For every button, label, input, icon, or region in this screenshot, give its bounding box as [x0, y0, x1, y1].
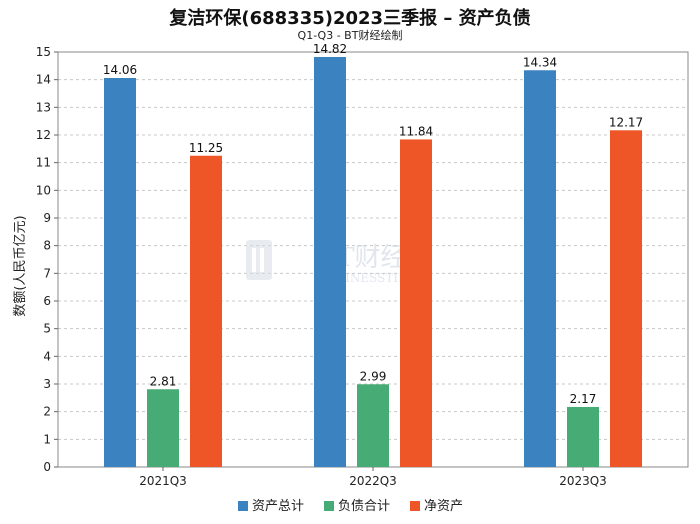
bars [104, 56, 642, 468]
x-tick-label: 2022Q3 [349, 474, 397, 488]
legend-label: 净资产 [424, 499, 463, 514]
y-tick-label: 2 [43, 405, 51, 419]
y-tick-label: 12 [36, 128, 51, 142]
y-tick-label: 10 [36, 183, 51, 197]
y-tick-label: 11 [36, 156, 51, 170]
data-label: 2.81 [150, 374, 177, 388]
y-tick-label: 3 [43, 377, 51, 391]
data-label: 11.25 [189, 141, 223, 155]
chart-title: 复洁环保(688335)2023三季报 – 资产负债 [169, 8, 531, 29]
y-tick-label: 1 [43, 432, 51, 446]
x-tick-label: 2023Q3 [559, 474, 607, 488]
chart-subtitle: Q1-Q3 - BT财经绘制 [297, 29, 403, 42]
y-tick-label: 6 [43, 294, 51, 308]
y-tick-label: 9 [43, 211, 51, 225]
y-tick-label: 7 [43, 266, 51, 280]
legend-label: 资产总计 [252, 499, 304, 514]
data-label: 14.06 [103, 63, 137, 77]
y-tick-label: 0 [43, 460, 51, 474]
bar-2021Q3-2 [190, 155, 222, 467]
data-label: 14.82 [313, 42, 347, 56]
y-tick-label: 5 [43, 322, 51, 336]
data-label: 2.17 [570, 392, 597, 406]
y-tick-label: 8 [43, 239, 51, 253]
legend-swatch [238, 501, 248, 511]
y-tick-label: 14 [36, 73, 51, 87]
bar-2023Q3-2 [610, 130, 642, 467]
data-labels: 14.06 2.81 11.25 14.82 2.99 11.84 14.34 2.17 12.… [103, 42, 643, 406]
bar-2021Q3-0 [104, 78, 136, 468]
data-label: 2.99 [360, 369, 387, 383]
legend-label: 负债合计 [338, 499, 390, 514]
data-label: 14.34 [523, 55, 557, 69]
y-tick-label: 15 [36, 45, 51, 59]
bar-2023Q3-1 [567, 406, 599, 467]
y-axis-label: 数额(人民币亿元) [13, 215, 28, 316]
watermark-logo [246, 240, 272, 280]
legend: 资产总计 负债合计 净资产 [238, 499, 463, 514]
bar-2023Q3-0 [524, 70, 556, 467]
bar-2021Q3-1 [147, 389, 179, 467]
data-label: 12.17 [609, 115, 643, 129]
x-tick-label: 2021Q3 [139, 474, 187, 488]
y-tick-label: 13 [36, 100, 51, 114]
y-tick-label: 4 [43, 349, 51, 363]
legend-swatch [410, 501, 420, 511]
bar-2022Q3-0 [314, 56, 346, 467]
data-label: 11.84 [399, 124, 433, 138]
bar-2022Q3-2 [400, 139, 432, 467]
legend-swatch [324, 501, 334, 511]
bar-2022Q3-1 [357, 384, 389, 467]
